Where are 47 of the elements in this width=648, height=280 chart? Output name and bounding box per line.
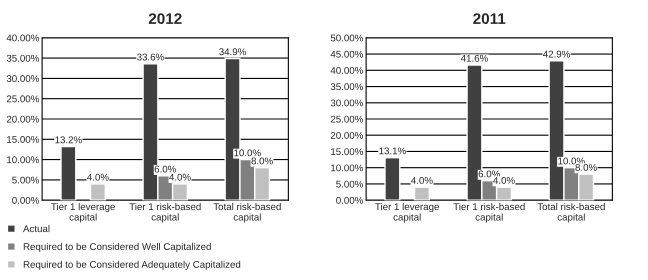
data-label: 34.9% bbox=[219, 48, 246, 56]
y-tick-label: 0.00% bbox=[336, 196, 363, 204]
y-tick-label: 10.00% bbox=[331, 164, 363, 172]
y-tick-label: 5.00% bbox=[336, 180, 363, 188]
y-tick-label: 0.00% bbox=[12, 196, 39, 204]
y-tick-label: 5.00% bbox=[12, 176, 39, 184]
data-label: 6.0% bbox=[154, 166, 176, 173]
y-tick-label: 45.00% bbox=[330, 50, 363, 58]
data-label: 10.0% bbox=[234, 149, 261, 156]
x-tick-label: Total risk-based capital bbox=[538, 202, 605, 223]
data-label: 4.0% bbox=[87, 174, 109, 181]
x-tick-label: Tier 1 leverage capital bbox=[51, 202, 115, 223]
data-label: 13.1% bbox=[379, 147, 406, 154]
y-tick-label: 40.00% bbox=[6, 34, 39, 42]
chart-title: 2011 bbox=[473, 13, 506, 24]
data-label: 41.6% bbox=[460, 54, 488, 62]
x-tick-label: Tier 1 leverage capital bbox=[375, 202, 439, 223]
x-tick-label: Tier 1 risk-based capital bbox=[453, 202, 525, 223]
y-tick-label: 40.00% bbox=[330, 67, 363, 74]
data-label: 4.0% bbox=[169, 174, 191, 181]
data-label: 33.6% bbox=[137, 54, 164, 60]
legend-label: Required to be Considered Adequately Capitalized bbox=[24, 260, 240, 270]
y-tick-label: 35.00% bbox=[6, 54, 39, 62]
data-label: 13.2% bbox=[55, 136, 82, 144]
y-tick-label: 20.00% bbox=[6, 116, 39, 123]
data-label: 8.0% bbox=[251, 158, 273, 164]
y-tick-label: 30.00% bbox=[6, 75, 39, 82]
y-tick-label: 35.00% bbox=[330, 83, 363, 90]
data-label: 4.0% bbox=[493, 177, 515, 184]
y-tick-label: 30.00% bbox=[330, 99, 363, 106]
data-label: 8.0% bbox=[575, 164, 597, 171]
data-label: 4.0% bbox=[411, 177, 433, 184]
y-tick-label: 20.00% bbox=[330, 132, 363, 139]
data-label: 10.0% bbox=[558, 158, 585, 164]
legend-label: Actual bbox=[23, 225, 50, 232]
data-label: 6.0% bbox=[478, 170, 500, 178]
y-tick-label: 50.00% bbox=[330, 34, 363, 42]
x-tick-label: Total risk-based capital bbox=[214, 202, 281, 223]
chart-title: 2012 bbox=[148, 13, 182, 24]
x-tick-label: Tier 1 risk-based capital bbox=[129, 202, 201, 223]
y-tick-label: 10.00% bbox=[7, 156, 39, 164]
data-label: 42.9% bbox=[542, 50, 570, 58]
y-tick-label: 25.00% bbox=[6, 95, 39, 102]
y-tick-label: 25.00% bbox=[330, 116, 363, 123]
y-tick-label: 15.00% bbox=[331, 148, 363, 156]
y-tick-label: 15.00% bbox=[7, 136, 39, 143]
legend-label: Required to be Considered Well Capitalized bbox=[24, 242, 211, 252]
